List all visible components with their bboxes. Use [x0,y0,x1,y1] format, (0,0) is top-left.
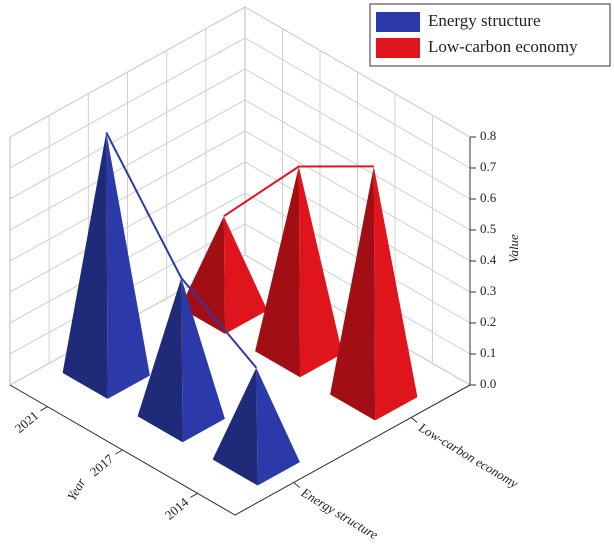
y-tick-label: 0.2 [480,314,496,329]
x-tick [190,492,198,498]
pyramid-face [256,367,300,486]
y-tick-label: 0.4 [480,252,497,267]
y-tick-label: 0.7 [480,159,497,174]
year-label: 2017 [87,451,117,480]
pyramid-face [298,166,343,378]
legend-swatch [376,38,420,58]
pyramid-face [62,132,108,399]
legend-label: Low-carbon economy [428,37,578,56]
x-tick [40,406,48,412]
pyramid-face [212,367,258,486]
y-tick-label: 0.1 [480,345,496,360]
legend-label: Energy structure [428,11,541,30]
y-axis-title: Value [506,234,521,263]
y-tick-label: 0.8 [480,128,496,143]
pyramid-face [181,278,225,443]
legend: Energy structure Low-carbon economy [369,3,611,67]
series-label: Energy structure [298,484,381,542]
series-line [105,131,258,369]
pyramid-face [106,132,150,399]
pyramid-face [223,216,268,334]
y-tick-label: 0.3 [480,283,496,298]
series-label: Low-carbon economy [415,419,521,491]
y-tick-label: 0.0 [480,376,496,391]
series-tick [410,417,418,423]
marks [62,131,418,486]
x-tick [115,449,123,455]
pyramid-face [373,166,418,421]
legend-swatch [376,12,420,32]
pyramid-face [137,278,183,443]
pyramid-face [330,166,376,421]
y-tick-label: 0.6 [480,190,497,205]
year-label: 2021 [12,408,42,436]
series-line [223,165,374,218]
pyramid-face [255,166,301,378]
year-label: 2014 [162,494,192,523]
series-axis [234,384,471,516]
series-tick [293,482,301,488]
x-axis-title: Year [64,475,89,504]
y-tick-label: 0.5 [480,221,496,236]
pyramid-face [180,216,226,334]
